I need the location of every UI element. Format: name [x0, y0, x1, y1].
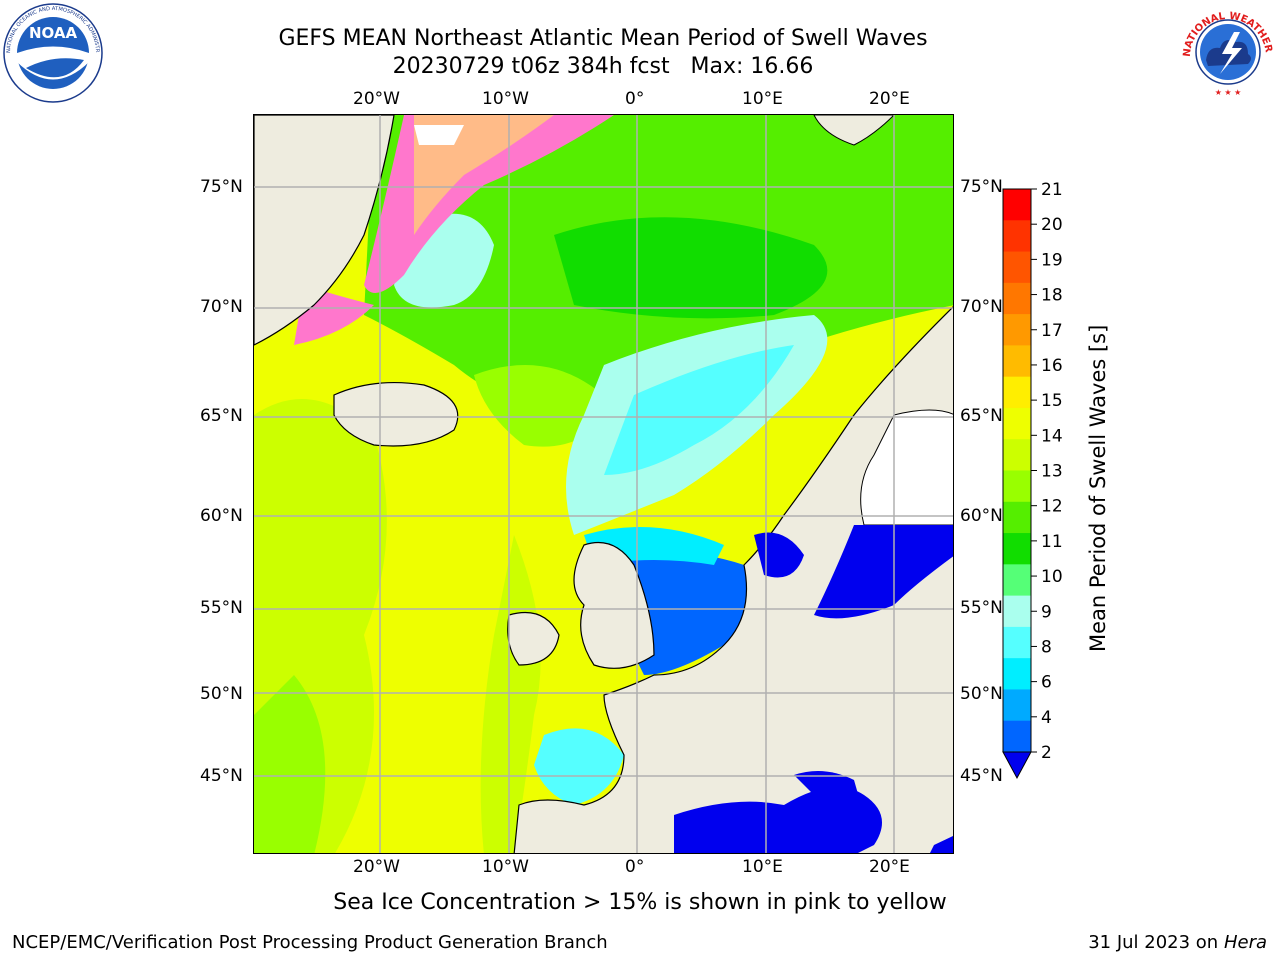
producer-credit: NCEP/EMC/Verification Post Processing Pr… [12, 932, 608, 953]
colorbar-tick-label: 9 [1041, 602, 1052, 622]
colorbar-tick-label: 18 [1041, 286, 1063, 306]
run-date-credit: 31 Jul 2023 on Hera [1088, 932, 1267, 953]
colorbar: 21 20 19 18 17 16 15 14 13 12 11 10 9 8 6 4 2 [1002, 180, 1063, 780]
colorbar-tick-label: 15 [1041, 391, 1063, 411]
colorbar-tick-label: 20 [1041, 215, 1063, 235]
colorbar-swatch [1003, 376, 1031, 409]
lat-label-left: 50°N [200, 684, 243, 704]
lat-label-right: 45°N [960, 766, 1003, 786]
baltic-field [814, 525, 953, 619]
lon-label-top: 20°W [353, 89, 400, 109]
lon-label-top: 20°E [869, 89, 910, 109]
iceland-land [333, 381, 459, 447]
colorbar-swatch [1003, 564, 1031, 597]
lat-label-right: 65°N [960, 406, 1003, 426]
mediterranean-field [674, 787, 882, 853]
colorbar-swatch [1003, 626, 1031, 659]
noaa-logo: NOAA NATIONAL OCEANIC AND ATMOSPHERIC AD… [2, 2, 103, 103]
europe-land [513, 306, 953, 853]
lat-label-right: 60°N [960, 506, 1003, 526]
colorbar-tick-label: 6 [1041, 673, 1052, 693]
lat-label-left: 60°N [200, 506, 243, 526]
map-title: GEFS MEAN Northeast Atlantic Mean Period… [278, 26, 928, 51]
colorbar-tick-label: 11 [1041, 532, 1063, 552]
colorbar-swatch [1003, 407, 1031, 440]
colorbar-extend-arrow [1002, 751, 1032, 780]
colorbar-swatch [1003, 595, 1031, 628]
colorbar-tick-label: 4 [1041, 708, 1052, 728]
greenland-land [254, 115, 395, 346]
map-subtitle: 20230729 t06z 384h fcst Max: 16.66 [392, 54, 814, 79]
colorbar-swatch [1003, 533, 1031, 565]
colorbar-tick-label: 17 [1041, 321, 1063, 341]
lon-label-top: 10°E [742, 89, 783, 109]
lat-label-right: 55°N [960, 598, 1003, 618]
lon-label-top: 0° [625, 89, 645, 109]
lat-label-left: 75°N [200, 177, 243, 197]
colorbar-swatch [1003, 251, 1031, 284]
lon-label-bottom: 20°W [353, 857, 400, 877]
graticule [254, 115, 953, 853]
lon-label-bottom: 20°E [869, 857, 910, 877]
lat-label-left: 65°N [200, 406, 243, 426]
great-britain-land [573, 541, 655, 669]
colorbar-tick-label: 2 [1041, 743, 1052, 763]
lat-label-right: 50°N [960, 684, 1003, 704]
colorbar-tick-label: 14 [1041, 426, 1063, 446]
colorbar-swatch [1003, 501, 1031, 534]
colorbar-label: Mean Period of Swell Waves [s] [1086, 324, 1110, 652]
nws-logo: NATIONAL WEATHER SERVICE ★ ★ ★ [1178, 2, 1275, 99]
colorbar-tick-label: 8 [1041, 637, 1052, 657]
map-panel [253, 114, 954, 854]
colorbar-swatch [1003, 689, 1031, 722]
lon-label-bottom: 10°W [482, 857, 529, 877]
noaa-logo-text: NOAA [29, 24, 78, 42]
svg-text:★ ★ ★: ★ ★ ★ [1215, 88, 1242, 97]
colorbar-swatch [1003, 189, 1031, 221]
colorbar-tick-label: 16 [1041, 356, 1063, 376]
colorbar-tick-label: 21 [1041, 180, 1063, 200]
lon-label-bottom: 10°E [742, 857, 783, 877]
colorbar-swatch [1003, 439, 1031, 471]
lat-label-right: 70°N [960, 297, 1003, 317]
colorbar-swatch [1003, 720, 1031, 753]
swell-period-map [254, 115, 953, 853]
colorbar-swatch [1003, 220, 1031, 253]
colorbar-tick-label: 19 [1041, 250, 1063, 270]
bay-of-biscay-field [534, 728, 624, 805]
lat-label-right: 75°N [960, 177, 1003, 197]
lon-label-bottom: 0° [625, 857, 645, 877]
lat-label-left: 55°N [200, 598, 243, 618]
colorbar-tick-label: 12 [1041, 497, 1063, 517]
lon-label-top: 10°W [482, 89, 529, 109]
lat-label-left: 45°N [200, 766, 243, 786]
colorbar-swatch [1003, 345, 1031, 378]
colorbar-swatch [1003, 282, 1031, 315]
sea-ice-footnote: Sea Ice Concentration > 15% is shown in … [333, 890, 947, 915]
colorbar-swatch [1003, 314, 1031, 346]
colorbar-swatch [1003, 470, 1031, 503]
lat-label-left: 70°N [200, 297, 243, 317]
colorbar-tick-label: 13 [1041, 462, 1063, 482]
colorbar-swatch [1003, 658, 1031, 690]
colorbar-tick-label: 10 [1041, 567, 1063, 587]
